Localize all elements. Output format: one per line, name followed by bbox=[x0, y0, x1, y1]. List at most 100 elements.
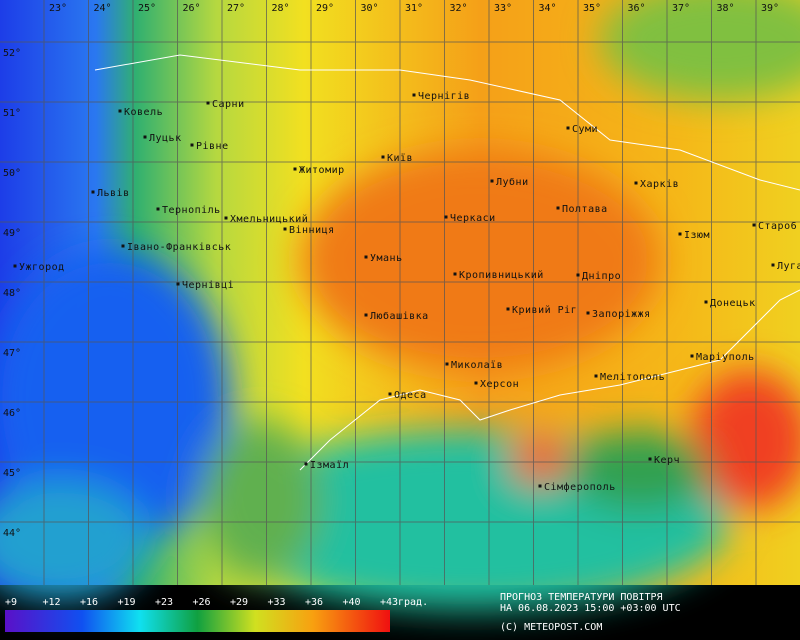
city-label: Чернігів bbox=[418, 90, 470, 102]
city-dot bbox=[206, 101, 210, 105]
city-dot bbox=[364, 313, 368, 317]
city-dot bbox=[190, 143, 194, 147]
latitude-label: 49° bbox=[3, 228, 21, 239]
city-label: Ізмаїл bbox=[310, 460, 349, 471]
city-dot bbox=[474, 381, 478, 385]
border bbox=[94, 54, 800, 191]
city-label: Хмельницький bbox=[230, 213, 308, 225]
longitude-label: 32° bbox=[450, 3, 468, 14]
legend-tick: +36 bbox=[305, 597, 323, 608]
longitude-label: 28° bbox=[272, 3, 290, 14]
city-dot bbox=[704, 300, 708, 304]
labels: 23° 24° 25° 26° 27° 28° 29° 30° 31° 32° 33° 34° 35° 3… bbox=[3, 3, 800, 539]
city-label: Керч bbox=[654, 455, 680, 466]
city-dot bbox=[176, 282, 180, 286]
legend-tick: +29 bbox=[230, 597, 248, 608]
legend-bar bbox=[5, 610, 390, 632]
city-label: Одеса bbox=[394, 390, 427, 401]
caption-title: ПРОГНОЗ ТЕМПЕРАТУРИ ПОВІТРЯ bbox=[500, 592, 663, 603]
longitude-label: 39° bbox=[761, 3, 779, 14]
legend-tick: +9 bbox=[5, 597, 17, 608]
city-label: Чернівці bbox=[182, 279, 234, 291]
city-dot bbox=[293, 167, 297, 171]
caption-date: НА 06.08.2023 15:00 +03:00 UTC bbox=[500, 603, 681, 614]
city-dot bbox=[444, 215, 448, 219]
latitude-label: 51° bbox=[3, 108, 21, 119]
longitude-label: 27° bbox=[227, 3, 245, 14]
city-label: Рівне bbox=[196, 140, 229, 152]
latitude-label: 47° bbox=[3, 348, 21, 359]
city-label: Івано-Франківськ bbox=[127, 241, 231, 253]
city-label: Житомир bbox=[299, 165, 345, 176]
longitude-label: 31° bbox=[405, 3, 423, 14]
latitude-label: 45° bbox=[3, 468, 21, 479]
city-dot bbox=[566, 126, 570, 130]
city-dot bbox=[412, 93, 416, 97]
city-dot bbox=[445, 362, 449, 366]
city-label: Мелітополь bbox=[600, 371, 665, 383]
city-dot bbox=[586, 311, 590, 315]
city-label: Лубни bbox=[496, 176, 529, 188]
city-dot bbox=[381, 155, 385, 159]
city-dot bbox=[576, 273, 580, 277]
city-label: Маріуполь bbox=[696, 351, 755, 363]
latitude-label: 50° bbox=[3, 168, 21, 179]
legend-tick: +43 bbox=[380, 597, 398, 608]
city-dot bbox=[690, 354, 694, 358]
city-dot bbox=[304, 462, 308, 466]
city-label: Ковель bbox=[124, 107, 163, 118]
longitude-label: 30° bbox=[361, 3, 379, 14]
city-label: Донецьк bbox=[710, 298, 756, 309]
city-dot bbox=[13, 264, 17, 268]
city-dot bbox=[648, 457, 652, 461]
city-label: Херсон bbox=[480, 379, 519, 390]
city-dot bbox=[364, 255, 368, 259]
city-dot bbox=[143, 135, 147, 139]
longitude-label: 23° bbox=[49, 3, 67, 14]
city-label: Умань bbox=[370, 253, 403, 264]
city-label: Старо6 bbox=[758, 221, 797, 232]
legend-tick: +12 bbox=[43, 597, 61, 608]
longitude-label: 24° bbox=[94, 3, 112, 14]
legend-tick: +16 bbox=[80, 597, 98, 608]
city-label: Луцьк bbox=[149, 133, 182, 144]
city-label: Кропивницький bbox=[459, 269, 544, 281]
city-dot bbox=[594, 374, 598, 378]
longitude-label: 25° bbox=[138, 3, 156, 14]
city-dot bbox=[283, 227, 287, 231]
longitude-label: 26° bbox=[183, 3, 201, 14]
latitude-label: 44° bbox=[3, 528, 21, 539]
longitude-label: 36° bbox=[628, 3, 646, 14]
legend-tick: +33 bbox=[268, 597, 286, 608]
longitude-label: 29° bbox=[316, 3, 334, 14]
legend-tick: +23 bbox=[155, 597, 173, 608]
city-label: Вінниця bbox=[289, 224, 335, 236]
city-dot bbox=[224, 216, 228, 220]
latitude-label: 46° bbox=[3, 408, 21, 419]
city-label: Харків bbox=[640, 178, 679, 190]
legend-tick: +19 bbox=[118, 597, 136, 608]
longitude-label: 35° bbox=[583, 3, 601, 14]
latitude-label: 48° bbox=[3, 288, 21, 299]
city-label: Кривий Ріг bbox=[512, 304, 577, 316]
city-label: Ужгород bbox=[19, 262, 65, 273]
city-label: Черкаси bbox=[450, 213, 496, 224]
city-dot bbox=[118, 109, 122, 113]
caption-credit: (C) METEOPOST.COM bbox=[500, 622, 602, 633]
latitude-label: 52° bbox=[3, 48, 21, 59]
city-dot bbox=[538, 484, 542, 488]
city-dot bbox=[490, 179, 494, 183]
city-dot bbox=[388, 392, 392, 396]
city-dot bbox=[634, 181, 638, 185]
city-label: Тернопіль bbox=[162, 204, 221, 216]
legend-unit: град. bbox=[398, 597, 428, 608]
longitude-label: 38° bbox=[717, 3, 735, 14]
city-dot bbox=[91, 190, 95, 194]
city-label: Запоріжжя bbox=[592, 308, 651, 320]
coastline bbox=[299, 289, 800, 471]
city-dot bbox=[556, 206, 560, 210]
longitude-label: 34° bbox=[539, 3, 557, 14]
city-label: Сімферополь bbox=[544, 481, 616, 493]
city-label: Київ bbox=[387, 153, 413, 164]
